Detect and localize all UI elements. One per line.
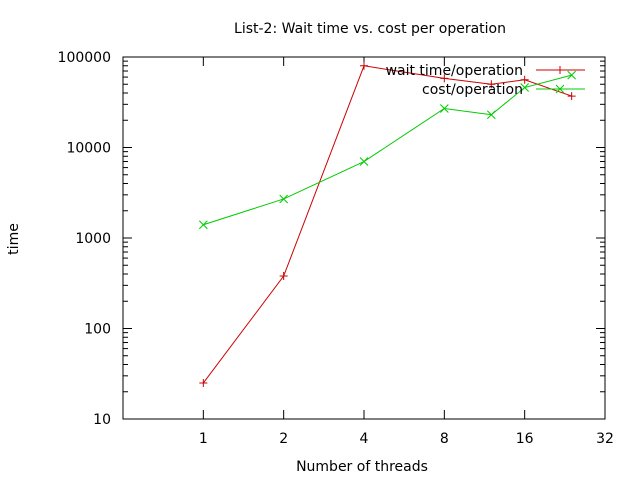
data-point [520,75,529,84]
x-tick-label: 32 [596,431,614,447]
data-point [487,80,496,89]
data-point [199,378,208,387]
x-tick-label: 2 [279,431,288,447]
data-point [359,157,369,166]
data-point [360,61,368,70]
data-point [520,83,530,92]
y-axis-label: time [6,223,22,255]
data-point [279,272,288,281]
legend-label: wait time/operation [386,63,523,79]
x-tick-label: 8 [440,431,449,447]
data-point [279,194,289,204]
series-2 [198,70,577,230]
y-tick-label: 1000 [75,231,111,247]
y-tick-label: 10 [93,412,111,428]
series-line [202,65,572,384]
series-1 [199,61,576,387]
x-tick-label: 1 [199,431,208,447]
data-point [439,104,449,113]
axes: 1 2 4 8 16 32 10 100 1000 10000 100000 [58,50,614,447]
legend-marker [555,84,565,94]
series-lines [198,61,577,387]
chart-title: List-2: Wait time vs. cost per operation [234,21,506,37]
data-point [440,74,449,83]
x-axis-label: Number of threads [296,459,428,475]
x-tick-label: 16 [516,431,534,447]
data-point [567,92,576,101]
y-tick-label: 100000 [58,50,111,66]
plot-frame [122,56,606,420]
data-point [198,220,208,230]
data-point [486,110,496,120]
legend: wait time/operation cost/operation [386,63,585,98]
legend-marker [556,66,564,74]
y-tick-label: 10000 [66,141,111,157]
data-point [567,70,577,80]
legend-label: cost/operation [422,82,523,98]
y-tick-label: 100 [84,322,111,338]
x-tick-label: 4 [360,431,369,447]
